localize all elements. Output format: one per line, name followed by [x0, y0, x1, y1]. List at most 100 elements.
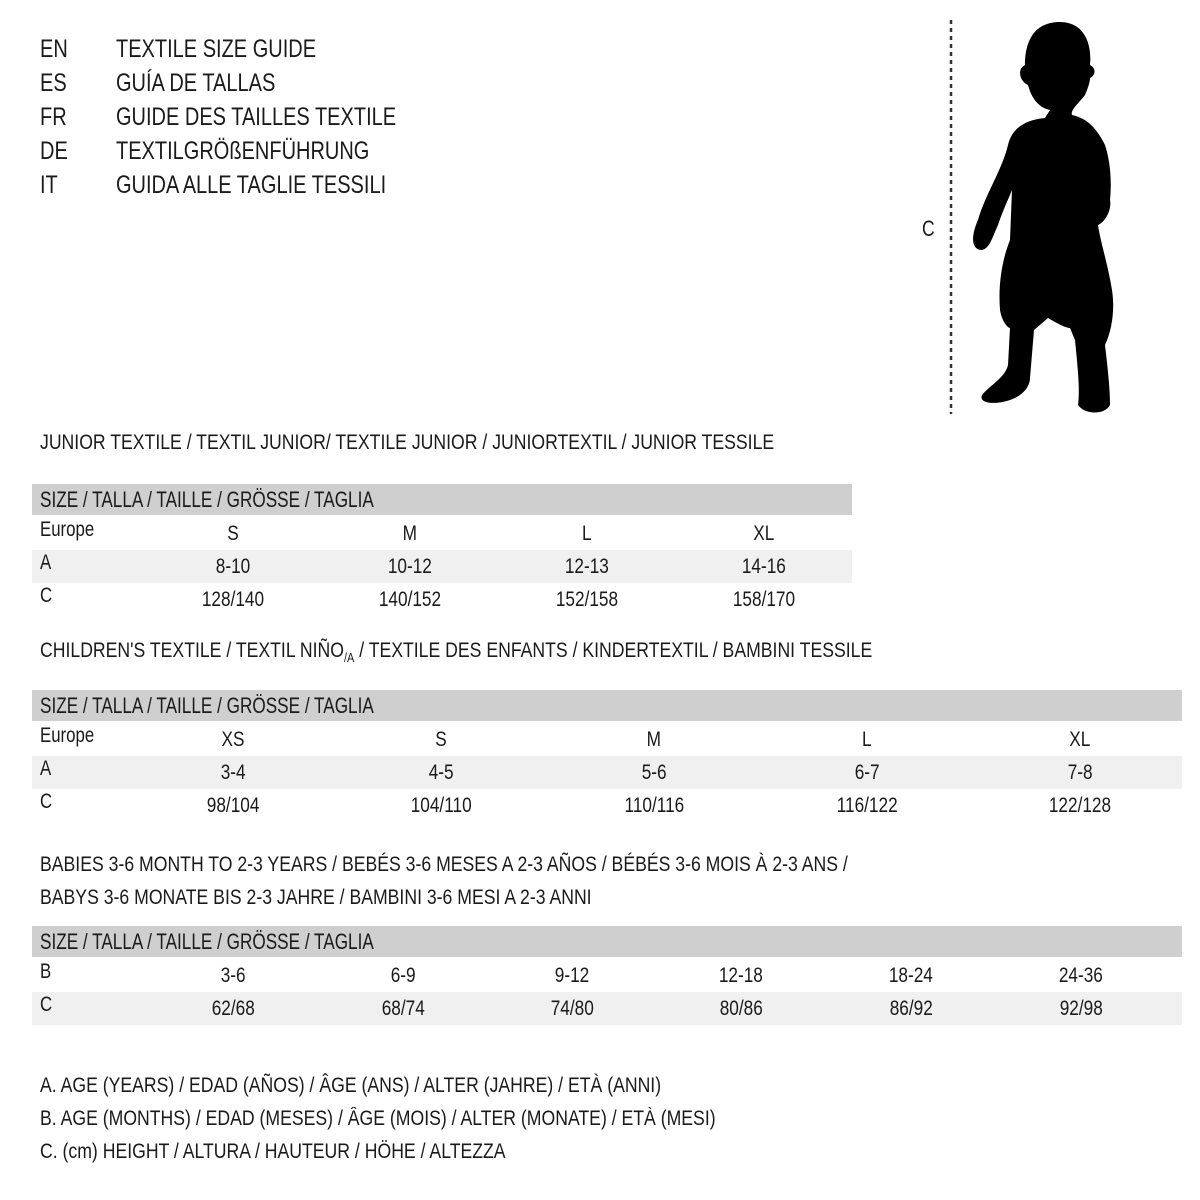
table-cell-text: XL [1069, 728, 1091, 751]
table-cell: 62/68 [153, 992, 313, 1025]
table-cell-text: L [862, 728, 872, 751]
guide-title-text: GUÍA DE TALLAS [116, 69, 276, 97]
table-cell-text: 110/116 [624, 794, 684, 817]
lang-code: EN [40, 35, 68, 63]
table-row: C 98/104 104/110 110/116 116/122 122/128 [32, 789, 1182, 822]
table-cell-text: 4-5 [428, 761, 454, 784]
babies-section-title: BABIES 3-6 MONTH TO 2-3 YEARS / BEBÉS 3-… [40, 848, 1002, 914]
junior-title-text: JUNIOR TEXTILE / TEXTIL JUNIOR/ TEXTILE … [40, 431, 775, 454]
guide-title-fr: FR GUIDE DES TAILLES TEXTILE [40, 100, 466, 134]
table-cell-text: L [582, 522, 592, 545]
table-cell: 24-36 [1001, 959, 1161, 992]
lang-code: FR [40, 103, 67, 131]
table-cell: XL [684, 517, 844, 550]
row-label-text: Europe [40, 724, 95, 747]
row-label: B [40, 955, 54, 988]
table-cell: 110/116 [574, 789, 734, 822]
row-label-text: C [40, 993, 53, 1016]
table-cell: 128/140 [153, 583, 313, 616]
table-cell: 3-4 [153, 756, 313, 789]
table-cell-text: 12-13 [564, 555, 610, 578]
children-size-table: SIZE / TALLA / TAILLE / GRÖSSE / TAGLIA … [32, 690, 1182, 822]
table-cell-text: 6-9 [390, 964, 416, 987]
guide-title-text: TEXTILGRÖßENFÜHRUNG [116, 137, 370, 165]
table-cell-text: 128/140 [201, 588, 265, 611]
table-cell-text: S [227, 522, 239, 545]
table-cell-text: 3-4 [220, 761, 246, 784]
table-row: Europe XS S M L XL [32, 723, 1182, 756]
children-title-subscript: /A [343, 650, 355, 666]
table-row: C 62/68 68/74 74/80 80/86 86/92 92/98 [32, 992, 1182, 1025]
legend-c: C. (cm) HEIGHT / ALTURA / HAUTEUR / HÖHE… [40, 1135, 844, 1168]
table-cell-text: 152/158 [555, 588, 619, 611]
height-label: C [922, 216, 938, 242]
table-cell: 12-13 [507, 550, 667, 583]
guide-title-es: ES GUÍA DE TALLAS [40, 66, 466, 100]
table-cell: 5-6 [574, 756, 734, 789]
child-silhouette-icon [973, 22, 1114, 413]
row-label: C [40, 988, 55, 1021]
row-label: Europe [40, 719, 108, 752]
table-header-text: SIZE / TALLA / TAILLE / GRÖSSE / TAGLIA [40, 693, 374, 718]
table-cell: 6-7 [787, 756, 947, 789]
table-cell: 92/98 [1001, 992, 1161, 1025]
table-cell: 116/122 [787, 789, 947, 822]
row-label: C [40, 785, 55, 818]
table-header: SIZE / TALLA / TAILLE / GRÖSSE / TAGLIA [32, 484, 852, 515]
table-cell: 158/170 [684, 583, 844, 616]
babies-size-table: SIZE / TALLA / TAILLE / GRÖSSE / TAGLIA … [32, 926, 1182, 1025]
legend: A. AGE (YEARS) / EDAD (AÑOS) / ÂGE (ANS)… [40, 1069, 844, 1168]
children-title-text: CHILDREN'S TEXTILE / TEXTIL NIÑO [40, 639, 344, 662]
table-cell: 86/92 [831, 992, 991, 1025]
child-figure [949, 20, 1114, 414]
legend-b-text: B. AGE (MONTHS) / EDAD (MESES) / ÂGE (MO… [40, 1107, 716, 1130]
table-row: C 128/140 140/152 152/158 158/170 [32, 583, 852, 616]
row-label-text: C [40, 790, 53, 813]
guide-title-text: GUIDA ALLE TAGLIE TESSILI [116, 171, 387, 199]
table-cell: 12-18 [661, 959, 821, 992]
table-cell: 80/86 [661, 992, 821, 1025]
row-label-text: B [40, 960, 52, 983]
table-cell-text: 98/104 [206, 794, 260, 817]
row-label-text: C [40, 584, 53, 607]
guide-titles: EN TEXTILE SIZE GUIDE ES GUÍA DE TALLAS FR… [40, 32, 466, 202]
table-cell: 98/104 [153, 789, 313, 822]
table-cell: 9-12 [492, 959, 652, 992]
table-row: B 3-6 6-9 9-12 12-18 18-24 24-36 [32, 959, 1182, 992]
table-cell: 4-5 [361, 756, 521, 789]
table-cell: S [361, 723, 521, 756]
table-cell-text: 80/86 [719, 997, 763, 1020]
table-cell: 6-9 [323, 959, 483, 992]
legend-a-text: A. AGE (YEARS) / EDAD (AÑOS) / ÂGE (ANS)… [40, 1074, 662, 1097]
table-cell: XL [1000, 723, 1160, 756]
table-cell: 18-24 [831, 959, 991, 992]
table-header-text: SIZE / TALLA / TAILLE / GRÖSSE / TAGLIA [40, 487, 374, 512]
children-section-title: CHILDREN'S TEXTILE / TEXTIL NIÑO/A / TEX… [40, 639, 1031, 665]
row-label: A [40, 546, 54, 579]
table-cell-text: M [402, 522, 418, 545]
height-label-text: C [922, 216, 935, 241]
table-cell: L [507, 517, 667, 550]
table-cell: 68/74 [323, 992, 483, 1025]
table-cell-text: 9-12 [554, 964, 590, 987]
table-cell-text: 122/128 [1048, 794, 1112, 817]
junior-section-title: JUNIOR TEXTILE / TEXTIL JUNIOR/ TEXTILE … [40, 431, 914, 455]
table-row: Europe S M L XL [32, 517, 852, 550]
lang-code: DE [40, 137, 68, 165]
lang-code: ES [40, 69, 67, 97]
guide-title-en: EN TEXTILE SIZE GUIDE [40, 32, 466, 66]
table-cell: 74/80 [492, 992, 652, 1025]
table-cell-text: 8-10 [215, 555, 251, 578]
table-cell-text: 5-6 [641, 761, 667, 784]
table-header: SIZE / TALLA / TAILLE / GRÖSSE / TAGLIA [32, 690, 1182, 721]
guide-title-de: DE TEXTILGRÖßENFÜHRUNG [40, 134, 466, 168]
table-cell: 3-6 [153, 959, 313, 992]
table-cell: 152/158 [507, 583, 667, 616]
row-label: C [40, 579, 55, 612]
table-cell: 10-12 [330, 550, 490, 583]
table-cell: S [153, 517, 313, 550]
row-label-text: Europe [40, 518, 95, 541]
guide-title-text: GUIDE DES TAILLES TEXTILE [116, 103, 397, 131]
table-cell-text: 116/122 [836, 794, 898, 817]
table-cell-text: 7-8 [1067, 761, 1093, 784]
